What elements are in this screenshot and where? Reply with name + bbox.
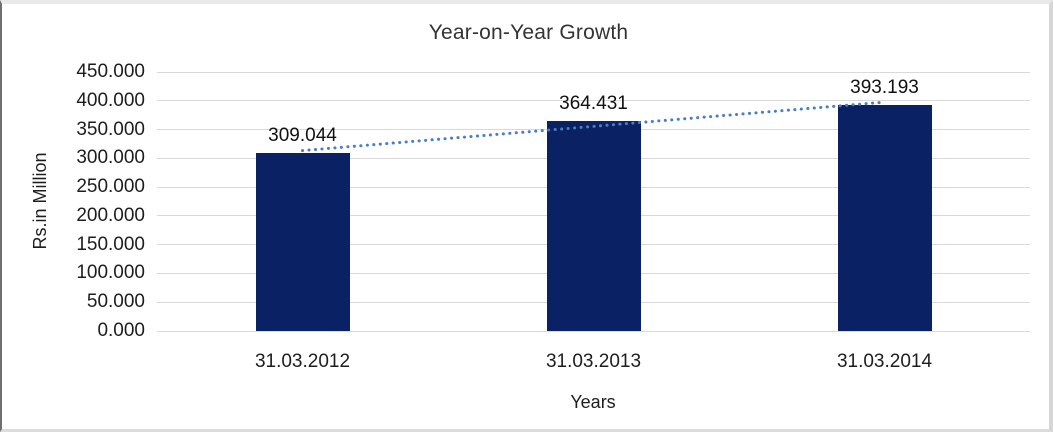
data-label: 309.044 <box>268 125 337 147</box>
y-axis-tick-label: 150.000 <box>76 233 145 255</box>
bar <box>546 121 641 331</box>
x-axis-title: Years <box>570 392 616 412</box>
y-axis-tick-label: 400.000 <box>76 89 145 111</box>
x-axis-tick-label: 31.03.2013 <box>545 351 642 372</box>
y-axis-tick-label: 200.000 <box>76 204 145 226</box>
bar <box>837 104 932 331</box>
y-axis-tick-label: 450.000 <box>76 61 145 82</box>
data-label: 364.431 <box>559 93 628 115</box>
x-axis-tick-label: 31.03.2012 <box>254 351 351 372</box>
y-axis-tick-label: 100.000 <box>76 262 145 284</box>
gridline <box>157 330 1030 332</box>
bar <box>255 153 350 331</box>
chart-title: Year-on-Year Growth <box>428 21 629 44</box>
y-axis-tick-label: 0.000 <box>97 320 145 341</box>
y-axis-tick-label: 350.000 <box>76 118 145 140</box>
y-axis-tick-label: 250.000 <box>76 176 145 198</box>
gridline <box>157 71 1030 73</box>
y-axis-tick-label: 50.000 <box>86 291 145 313</box>
data-label: 393.193 <box>850 76 919 98</box>
x-axis-tick-label: 31.03.2014 <box>836 351 933 372</box>
y-axis-tick-label: 300.000 <box>76 147 145 169</box>
